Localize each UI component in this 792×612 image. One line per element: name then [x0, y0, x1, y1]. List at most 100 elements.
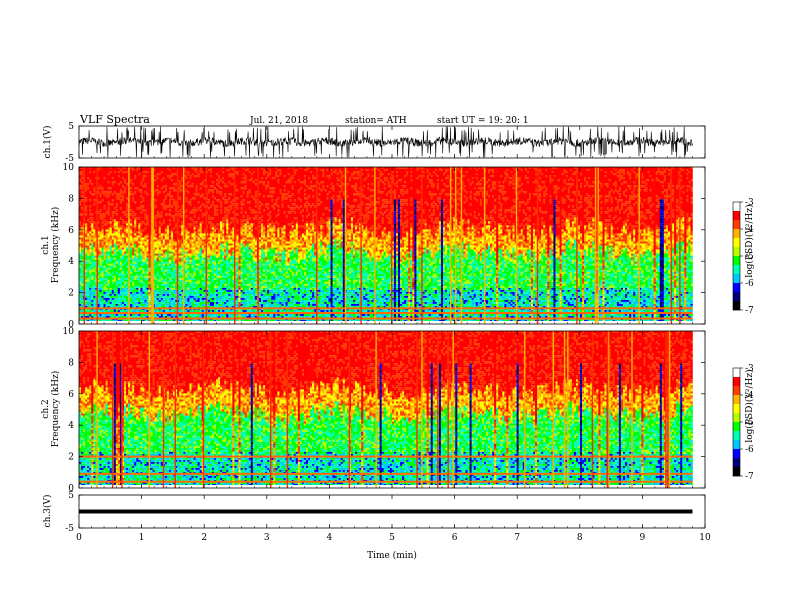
- ch1-colorbar-label: log(PSD)(V²/Hz): [744, 204, 755, 277]
- sferic-line: [348, 331, 351, 488]
- sferic-line: [205, 167, 207, 324]
- colorbar-swatch: [733, 368, 740, 378]
- sferic-line: [576, 167, 578, 324]
- colorbar-swatch: [733, 265, 740, 275]
- sferic-line: [257, 167, 259, 324]
- colorbar-tick-label: -6: [745, 279, 754, 289]
- sferic-line: [638, 167, 640, 324]
- colorbar-swatch: [733, 220, 740, 230]
- y-tick-label: 5: [68, 122, 74, 132]
- ch1-waveform-panel: [78, 125, 706, 159]
- sferic-line: [668, 331, 671, 488]
- ch2-spectrogram-ylabel: Frequency (kHz): [50, 371, 61, 448]
- sferic-line: [391, 167, 393, 324]
- x-tick-label: 5: [389, 533, 395, 543]
- ch3-waveform-panel: [78, 494, 706, 529]
- interference-line: [79, 317, 693, 320]
- y-tick-label: -5: [65, 154, 74, 164]
- colorbar-swatch: [733, 458, 740, 468]
- colorbar-swatch: [733, 229, 740, 239]
- colorbar-swatch: [733, 292, 740, 302]
- sferic-line: [563, 331, 566, 488]
- ch1-waveform-trace: [78, 126, 693, 158]
- sferic-line: [128, 167, 130, 324]
- colorbar-swatch: [733, 274, 740, 284]
- x-tick-label: 9: [640, 533, 646, 543]
- sferic-line: [536, 167, 539, 324]
- sferic-line: [152, 167, 154, 324]
- sferic-line: [591, 331, 594, 488]
- x-axis-label: Time (min): [367, 550, 417, 561]
- start-time-label: start UT = 19: 20: 1: [437, 116, 529, 126]
- sferic-line: [552, 331, 554, 488]
- interference-line: [79, 312, 693, 315]
- x-tick-label: 8: [577, 533, 583, 543]
- y-tick-label: 0: [68, 484, 74, 494]
- sferic-line: [631, 331, 633, 488]
- sferic-line: [594, 167, 597, 324]
- x-tick-label: 3: [264, 533, 270, 543]
- colorbar-tick-label: -5: [745, 252, 754, 262]
- colorbar-swatch: [733, 377, 740, 387]
- colorbar-swatch: [733, 413, 740, 423]
- colorbar-swatch: [733, 256, 740, 266]
- sferic-line: [597, 167, 599, 324]
- y-tick-label: 2: [68, 289, 74, 299]
- colorbar-swatch: [733, 404, 740, 414]
- sferic-line: [344, 167, 347, 324]
- ch3-waveform-trace: [79, 509, 693, 514]
- sferic-line: [567, 331, 569, 488]
- interference-line: [79, 455, 693, 458]
- ch1-waveform-ylabel: ch.1(V): [42, 126, 53, 159]
- sferic-line: [483, 167, 486, 324]
- sferic-line: [183, 167, 185, 324]
- x-tick-label: 6: [452, 533, 458, 543]
- colorbar-tick-label: -7: [745, 306, 754, 316]
- y-tick-label: 6: [68, 226, 74, 236]
- y-tick-label: 0: [68, 320, 74, 330]
- colorbar-tick-label: -6: [745, 445, 754, 455]
- sferic-line: [437, 331, 439, 488]
- sferic-line: [270, 331, 272, 488]
- figure-title: VLF Spectra: [79, 113, 150, 126]
- sferic-line: [607, 331, 610, 488]
- sferic-line: [375, 331, 377, 488]
- ch2-colorbar-label: log(PSD)(V²/Hz): [744, 369, 755, 442]
- ch1-spectrogram-panel: [78, 166, 706, 325]
- y-tick-label: 2: [68, 453, 74, 463]
- colorbar-swatch: [733, 449, 740, 459]
- ch2-colorbar: -3 -4 -5 -6 -7: [732, 364, 754, 482]
- y-tick-label: 8: [68, 358, 74, 368]
- colorbar-tick-label: -3: [745, 198, 754, 208]
- sferic-line: [450, 167, 452, 324]
- sferic-line: [162, 331, 165, 488]
- x-tick-label: 7: [514, 533, 520, 543]
- sferic-line: [360, 167, 362, 324]
- colorbar-swatch: [733, 238, 740, 248]
- colorbar-tick-label: -5: [745, 418, 754, 428]
- colorbar-tick-label: -3: [745, 364, 754, 374]
- sferic-line: [111, 331, 114, 488]
- sferic-line: [421, 331, 423, 488]
- sferic-line: [148, 331, 150, 488]
- sferic-line: [515, 167, 518, 324]
- sferic-line: [667, 331, 669, 488]
- y-tick-label: 10: [63, 163, 75, 173]
- sferic-line: [452, 331, 454, 488]
- sferic-line: [416, 331, 418, 488]
- sferic-line: [174, 331, 176, 488]
- colorbar-swatch: [733, 211, 740, 221]
- y-tick-label: -5: [65, 524, 74, 534]
- sferic-line: [679, 167, 681, 324]
- ch1-channel-label: ch.1: [41, 235, 51, 254]
- colorbar-tick-label: -7: [745, 472, 754, 482]
- ch1-spectrogram-ylabel: Frequency (kHz): [50, 207, 61, 284]
- x-tick-label: 0: [76, 533, 82, 543]
- colorbar-swatch: [733, 422, 740, 432]
- y-tick-label: 10: [63, 327, 75, 337]
- ch1-colorbar: -3 -4 -5 -6 -7: [732, 198, 754, 316]
- sferic-line: [524, 331, 526, 488]
- sferic-line: [665, 331, 667, 488]
- sferic-line: [83, 167, 85, 324]
